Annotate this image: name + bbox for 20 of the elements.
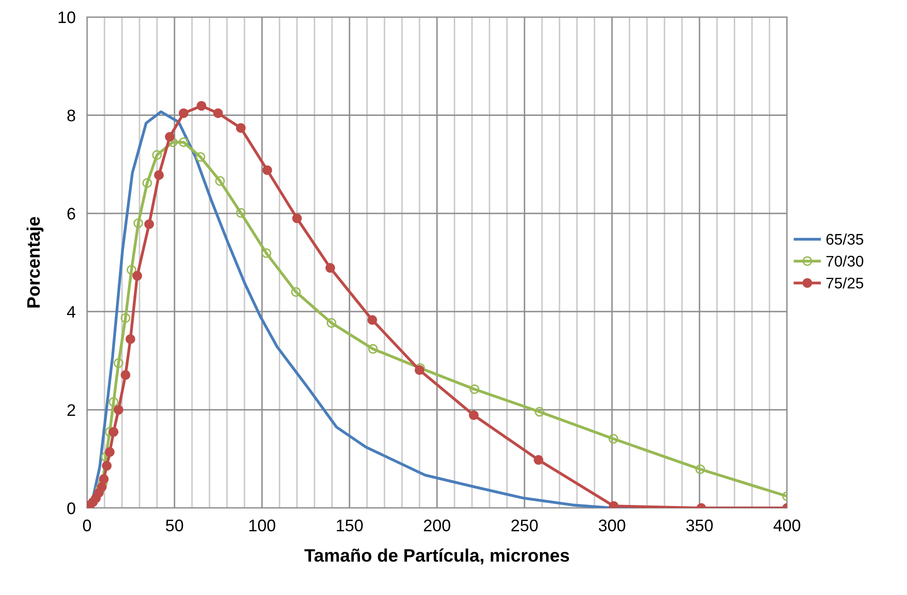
x-tick-label: 400 xyxy=(773,520,800,532)
y-tick-label: 10 xyxy=(58,11,76,24)
x-tick-label: 300 xyxy=(598,520,626,532)
x-axis-title: Tamaño de Partícula, micrones xyxy=(304,548,570,564)
x-tick-label: 350 xyxy=(686,520,713,532)
x-tick-label: 150 xyxy=(336,520,363,532)
y-axis-title: Porcentaje xyxy=(26,216,44,308)
x-tick-label: 100 xyxy=(249,520,276,532)
y-tick-label: 6 xyxy=(67,208,76,220)
y-tick-label: 0 xyxy=(67,502,76,514)
x-tick-label: 0 xyxy=(83,520,91,532)
legend-label: 75/25 xyxy=(826,277,864,288)
x-tick-label: 200 xyxy=(424,520,450,532)
legend-label: 65/35 xyxy=(826,234,864,245)
y-tick-label: 8 xyxy=(67,110,76,122)
legend-label: 70/30 xyxy=(826,255,864,267)
y-tick-label: 2 xyxy=(67,404,76,416)
y-tick-label: 4 xyxy=(67,306,76,318)
x-tick-label: 50 xyxy=(166,520,184,532)
x-tick-label: 250 xyxy=(511,520,538,532)
